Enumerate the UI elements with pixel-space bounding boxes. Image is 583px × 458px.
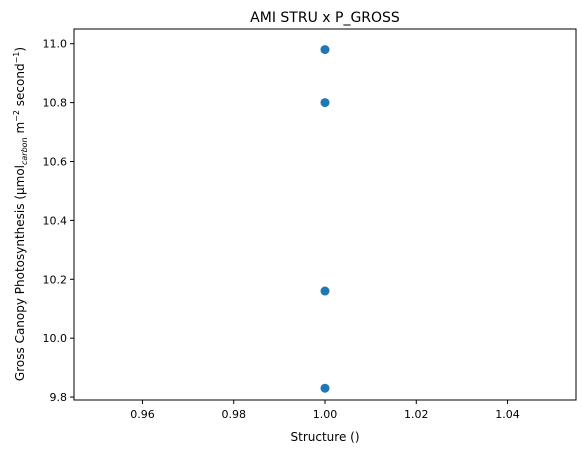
y-axis-label-close: ) (13, 47, 27, 52)
x-tick-label: 1.02 (404, 408, 429, 421)
x-tick-label: 1.04 (495, 408, 520, 421)
x-axis-label: Structure () (291, 430, 360, 444)
y-tick-label: 10.0 (43, 332, 68, 345)
y-tick-label: 10.8 (43, 97, 68, 110)
y-axis-label-rest2: second (13, 63, 27, 110)
x-tick-label: 0.96 (130, 408, 155, 421)
plot-frame (73, 28, 577, 401)
y-axis-label-sub: carbon (20, 137, 29, 165)
y-axis-label: Gross Canopy Photosynthesis (μmolcarbon … (12, 47, 29, 381)
y-tick-label: 10.4 (43, 214, 68, 227)
x-tick-label: 1.00 (313, 408, 338, 421)
y-tick-label: 10.2 (43, 273, 68, 286)
x-tick-label: 0.98 (221, 408, 246, 421)
data-point (320, 45, 330, 55)
scatter-series (320, 45, 330, 393)
x-axis: 0.96 0.98 1.00 1.02 1.04 (130, 400, 520, 421)
chart-title: AMI STRU x P_GROSS (250, 10, 400, 26)
y-axis-label-main: Gross Canopy Photosynthesis (μmol (13, 165, 27, 381)
y-axis-label-exp1: −2 (12, 110, 21, 122)
data-point (320, 98, 330, 108)
y-tick-label: 9.8 (50, 391, 68, 404)
data-point (320, 383, 330, 393)
y-axis-label-exp2: −1 (12, 52, 21, 64)
data-point (320, 286, 330, 296)
y-axis-label-rest: m (13, 122, 27, 138)
y-axis: 9.8 10.0 10.2 10.4 10.6 10.8 11.0 (43, 38, 74, 404)
y-tick-label: 11.0 (43, 38, 68, 51)
y-tick-label: 10.6 (43, 156, 68, 169)
